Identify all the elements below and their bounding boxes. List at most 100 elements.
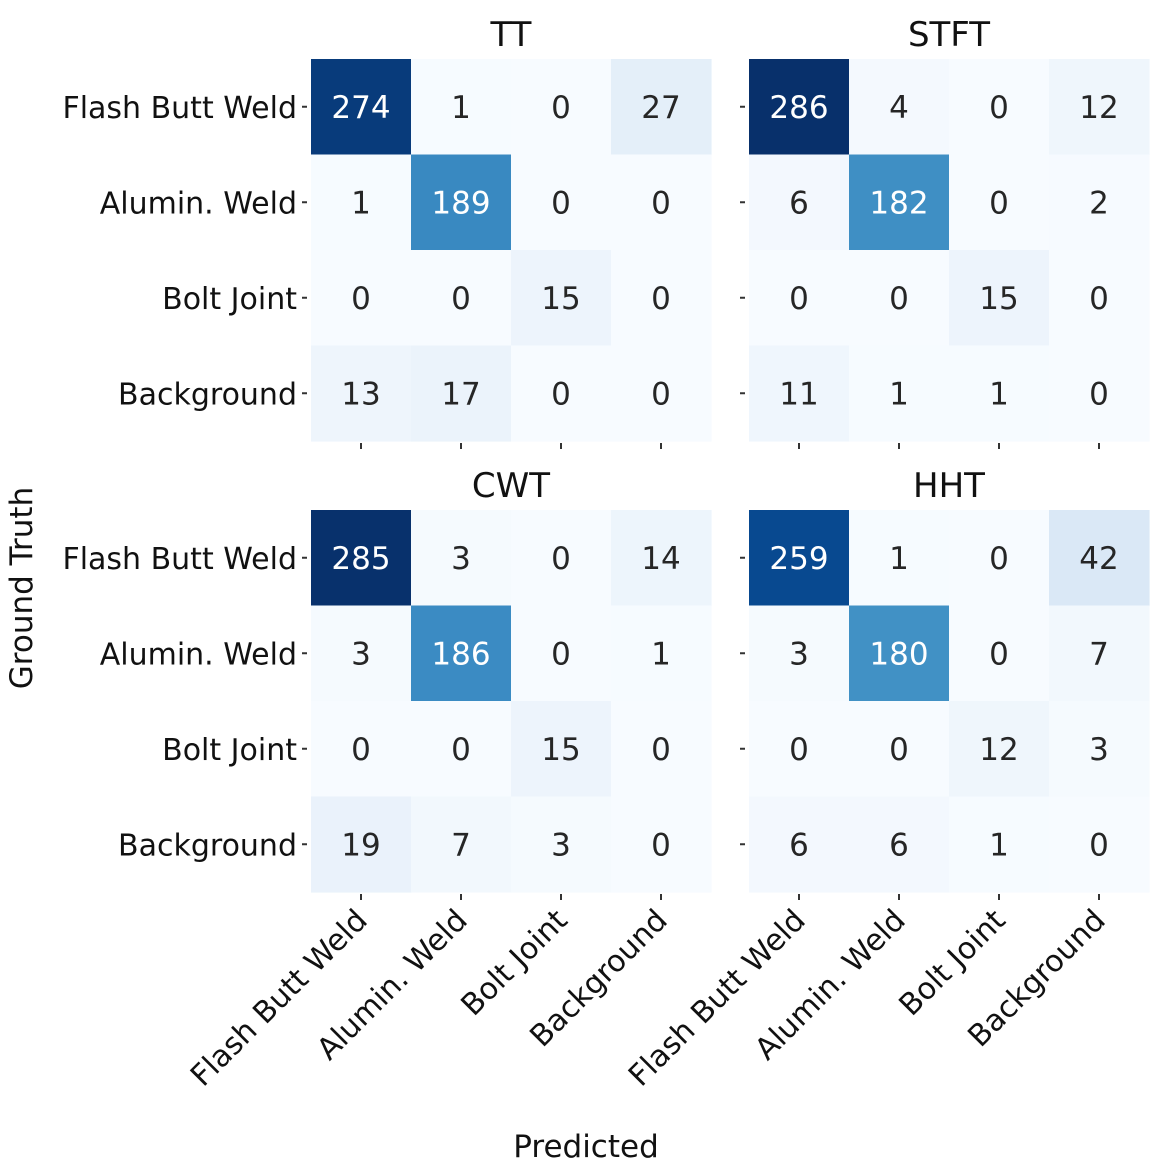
heatmap-cell	[311, 250, 412, 347]
heatmap-cell	[749, 154, 850, 251]
heatmap-cell	[949, 250, 1050, 347]
cell-value-label: 17	[441, 376, 480, 412]
cell-value-label: 1	[889, 376, 909, 412]
cell-value-label: 13	[341, 376, 380, 412]
cell-value-label: 186	[431, 636, 490, 672]
heatmap-cell	[511, 345, 612, 442]
heatmap-cell	[749, 796, 850, 893]
cell-value-label: 189	[431, 185, 490, 221]
heatmap-cell	[611, 250, 712, 347]
heatmap-cell	[849, 605, 950, 702]
y-tick-label: Background	[118, 377, 297, 412]
heatmap-cell	[749, 701, 850, 798]
cell-value-label: 3	[451, 541, 471, 577]
heatmap-cell	[611, 796, 712, 893]
y-tick-label: Bolt Joint	[162, 733, 297, 768]
cell-value-label: 259	[769, 541, 828, 577]
heatmap-cell	[611, 510, 712, 607]
panel-title: CWT	[472, 466, 550, 506]
panel-title: STFT	[908, 15, 990, 55]
heatmap-cell	[849, 250, 950, 347]
heatmap-cell	[611, 701, 712, 798]
heatmap-cell	[1049, 605, 1150, 702]
y-tick-label: Background	[118, 828, 297, 863]
cell-value-label: 3	[1089, 732, 1109, 768]
cell-value-label: 15	[541, 732, 580, 768]
cell-value-label: 1	[989, 376, 1009, 412]
y-axis-label: Ground Truth	[4, 487, 40, 689]
cell-value-label: 285	[331, 541, 390, 577]
cell-value-label: 6	[789, 827, 809, 863]
x-tick-label: Flash Butt Weld	[184, 903, 375, 1094]
cell-value-label: 15	[541, 281, 580, 317]
cell-value-label: 1	[351, 185, 371, 221]
cell-value-label: 2	[1089, 185, 1109, 221]
cell-value-label: 1	[651, 636, 671, 672]
heatmap-cell	[749, 345, 850, 442]
heatmap-cell	[849, 701, 950, 798]
cell-value-label: 4	[889, 90, 909, 126]
cell-value-label: 3	[351, 636, 371, 672]
heatmap-cell	[749, 250, 850, 347]
cell-value-label: 0	[551, 636, 571, 672]
heatmap-cell	[749, 605, 850, 702]
cell-value-label: 0	[1089, 281, 1109, 317]
cell-value-label: 0	[651, 376, 671, 412]
heatmap-cell	[949, 510, 1050, 607]
cell-value-label: 0	[989, 636, 1009, 672]
heatmap-cell	[611, 605, 712, 702]
cell-value-label: 6	[889, 827, 909, 863]
heatmap-cell	[411, 796, 512, 893]
cell-value-label: 274	[331, 90, 390, 126]
heatmap-cell	[1049, 250, 1150, 347]
cell-value-label: 0	[789, 281, 809, 317]
cell-value-label: 0	[551, 185, 571, 221]
cell-value-label: 180	[869, 636, 928, 672]
heatmap-cell	[511, 605, 612, 702]
cell-value-label: 182	[869, 185, 928, 221]
heatmap-cell	[611, 154, 712, 251]
heatmap-cell	[749, 510, 850, 607]
cell-value-label: 286	[769, 90, 828, 126]
cell-value-label: 1	[451, 90, 471, 126]
heatmap-cell	[311, 605, 412, 702]
heatmap-cell	[311, 796, 412, 893]
cell-value-label: 0	[451, 732, 471, 768]
heatmap-cell	[511, 154, 612, 251]
heatmap-cell	[949, 701, 1050, 798]
heatmap-cell	[1049, 510, 1150, 607]
cell-value-label: 0	[651, 827, 671, 863]
cell-value-label: 11	[779, 376, 818, 412]
heatmap-cell	[1049, 796, 1150, 893]
cell-value-label: 0	[651, 732, 671, 768]
cell-value-label: 0	[989, 185, 1009, 221]
cell-value-label: 3	[551, 827, 571, 863]
y-tick-label: Flash Butt Weld	[62, 91, 297, 126]
cell-value-label: 0	[451, 281, 471, 317]
cell-value-label: 0	[1089, 827, 1109, 863]
heatmap-cell	[1049, 701, 1150, 798]
heatmap-cell	[511, 250, 612, 347]
heatmap-cell	[949, 345, 1050, 442]
heatmap-cell	[949, 605, 1050, 702]
cell-value-label: 0	[551, 90, 571, 126]
cell-value-label: 1	[889, 541, 909, 577]
cell-value-label: 0	[351, 732, 371, 768]
heatmap-cell	[511, 796, 612, 893]
heatmap-cell	[511, 59, 612, 156]
panel-title: TT	[490, 15, 532, 55]
cell-value-label: 27	[641, 90, 680, 126]
heatmap-cell	[411, 250, 512, 347]
y-tick-label: Alumin. Weld	[100, 186, 297, 221]
heatmap-cell	[411, 605, 512, 702]
heatmap-cell	[411, 345, 512, 442]
heatmap-cell	[511, 701, 612, 798]
heatmap-cell	[411, 59, 512, 156]
heatmap-panel-cwt: CWT 285 3 0 14 3 186 0 1 0 0 15 0 19 7 3 0	[302, 466, 712, 900]
heatmap-cell	[849, 59, 950, 156]
cell-value-label: 7	[1089, 636, 1109, 672]
heatmap-cell	[849, 154, 950, 251]
